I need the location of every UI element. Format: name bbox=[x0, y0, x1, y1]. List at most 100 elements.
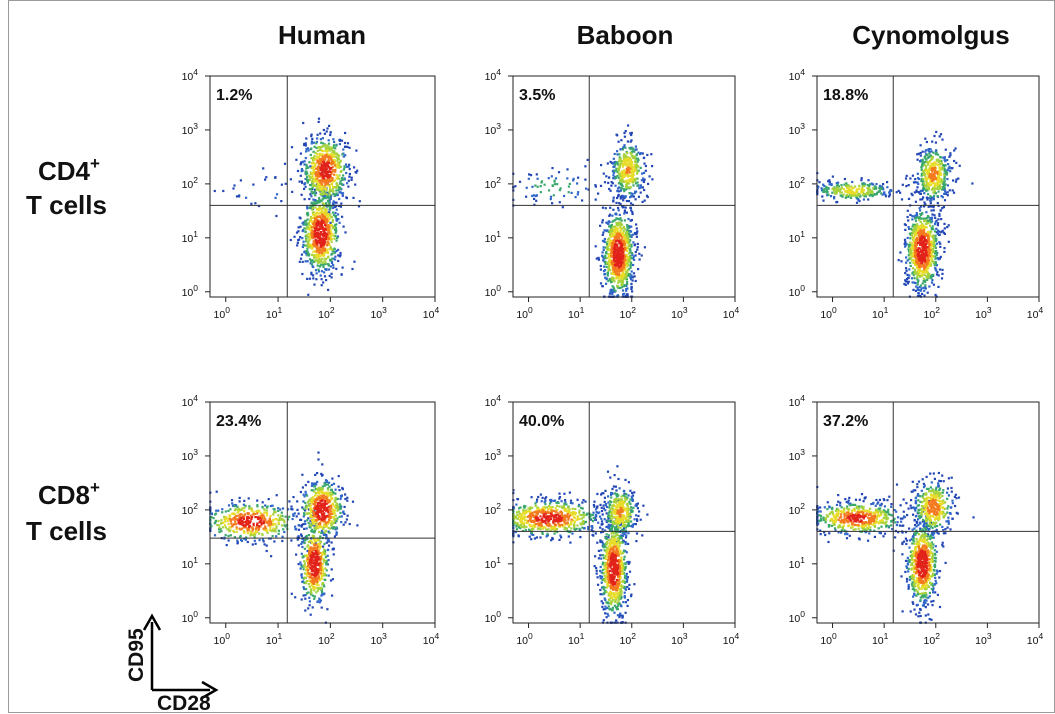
event-dot bbox=[323, 484, 326, 487]
event-dot bbox=[827, 180, 830, 183]
event-dot bbox=[306, 247, 309, 250]
event-dot bbox=[317, 117, 321, 120]
event-dot bbox=[553, 180, 556, 183]
event-dot bbox=[320, 182, 323, 185]
event-dot bbox=[911, 228, 914, 231]
event-dot bbox=[930, 217, 933, 220]
event-dot bbox=[326, 225, 329, 228]
event-dot bbox=[911, 238, 914, 241]
event-dot bbox=[320, 154, 323, 157]
event-dot bbox=[613, 280, 616, 283]
event-dot bbox=[325, 541, 328, 544]
event-dot bbox=[612, 258, 616, 261]
event-dot bbox=[315, 528, 318, 531]
event-dot bbox=[322, 215, 325, 218]
event-dot bbox=[320, 249, 323, 252]
event-dot bbox=[626, 224, 629, 227]
event-dot bbox=[324, 262, 327, 266]
event-dot bbox=[924, 252, 927, 255]
event-dot bbox=[935, 231, 938, 234]
event-dot bbox=[608, 225, 611, 228]
event-dot bbox=[514, 185, 517, 188]
event-dot bbox=[916, 283, 919, 286]
event-dot bbox=[923, 156, 926, 159]
event-dot bbox=[912, 274, 915, 277]
event-dot bbox=[313, 225, 316, 228]
event-dot bbox=[317, 146, 320, 149]
event-dot bbox=[907, 219, 910, 222]
event-dot bbox=[942, 185, 945, 189]
event-dot bbox=[321, 193, 324, 196]
event-dot bbox=[915, 243, 918, 246]
event-dot bbox=[935, 219, 938, 222]
event-dot bbox=[912, 215, 915, 218]
event-dot bbox=[943, 156, 946, 160]
event-dot bbox=[302, 243, 305, 246]
x-tick-label: 100 bbox=[516, 305, 533, 321]
event-dot bbox=[531, 194, 534, 198]
event-dot bbox=[922, 239, 925, 242]
event-dot bbox=[606, 229, 609, 232]
event-dot bbox=[911, 225, 914, 228]
event-dot bbox=[609, 269, 612, 272]
event-dot bbox=[341, 488, 344, 491]
event-dot bbox=[313, 243, 316, 246]
event-dot bbox=[332, 146, 335, 149]
event-dot bbox=[341, 192, 345, 195]
event-dot bbox=[529, 174, 533, 177]
event-dot bbox=[602, 259, 605, 262]
row-label-cd4: CD4+ T cells bbox=[26, 154, 107, 220]
event-dot bbox=[235, 504, 238, 507]
event-dot bbox=[618, 179, 622, 182]
event-dot bbox=[327, 157, 330, 160]
event-dot bbox=[220, 519, 223, 522]
event-dot bbox=[604, 254, 607, 257]
event-dot bbox=[343, 165, 346, 168]
event-dot bbox=[616, 267, 619, 270]
event-dot bbox=[934, 244, 937, 247]
event-dot bbox=[611, 230, 614, 233]
event-dot bbox=[860, 179, 863, 182]
event-dot bbox=[326, 160, 329, 163]
event-dot bbox=[616, 170, 619, 173]
event-dot bbox=[310, 592, 313, 595]
event-dot bbox=[289, 238, 292, 242]
event-dot bbox=[862, 182, 865, 185]
event-dot bbox=[338, 489, 341, 492]
event-dot bbox=[925, 196, 928, 199]
event-dot bbox=[943, 184, 946, 187]
event-dot bbox=[316, 149, 319, 152]
event-dot bbox=[861, 189, 865, 192]
event-dot bbox=[312, 530, 315, 533]
event-dot bbox=[930, 174, 933, 178]
event-dot bbox=[594, 184, 597, 187]
event-dot bbox=[917, 292, 920, 295]
event-dot bbox=[624, 262, 627, 265]
event-dot bbox=[324, 150, 327, 153]
event-dot bbox=[871, 195, 874, 198]
event-dot bbox=[336, 213, 340, 216]
event-dot bbox=[586, 158, 589, 161]
event-dot bbox=[927, 149, 930, 152]
event-dot bbox=[322, 232, 325, 235]
event-dot bbox=[943, 247, 946, 250]
event-dot bbox=[527, 177, 530, 180]
event-dot bbox=[318, 162, 321, 166]
event-dot bbox=[939, 209, 942, 212]
event-dot bbox=[643, 188, 646, 192]
event-dot bbox=[302, 493, 305, 496]
event-dot bbox=[623, 210, 626, 213]
event-dot bbox=[612, 278, 615, 281]
event-dot bbox=[327, 214, 330, 217]
event-dot bbox=[926, 252, 930, 255]
event-dot bbox=[304, 509, 307, 512]
event-dot bbox=[919, 289, 922, 292]
event-dot bbox=[290, 146, 294, 149]
event-dot bbox=[934, 141, 937, 144]
event-dot bbox=[602, 172, 605, 175]
event-dot bbox=[646, 153, 649, 157]
x-tick-label: 100 bbox=[820, 305, 837, 321]
event-dot bbox=[616, 217, 619, 220]
event-dot bbox=[342, 523, 345, 526]
y-tick-label: 100 bbox=[485, 283, 502, 299]
